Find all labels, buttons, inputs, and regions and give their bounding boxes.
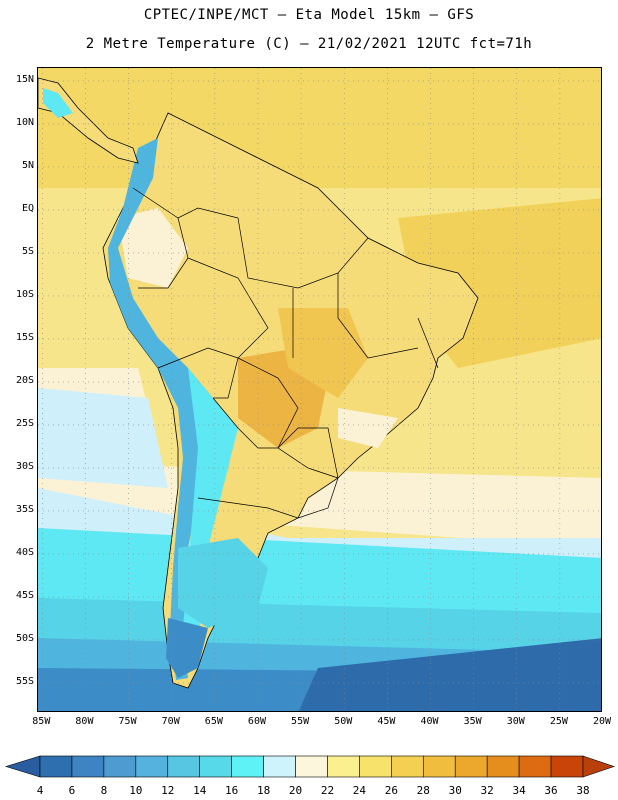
- colorbar-swatch: [199, 755, 232, 778]
- colorbar-low-arrow: [4, 755, 41, 778]
- colorbar-swatch: [359, 755, 392, 778]
- latitude-label: 20S: [15, 374, 34, 386]
- colorbar-swatch: [167, 755, 201, 778]
- graticule: [38, 68, 601, 711]
- longitude-label: 50W: [334, 716, 353, 727]
- latitude-label: 30S: [15, 460, 34, 472]
- colorbar-label: 14: [193, 784, 207, 797]
- colorbar: 4 6 8 10 12 14 16 18 20 22 24 26 28 30 32 34 36 38: [0, 748, 618, 798]
- latitude-label: 5S: [21, 245, 34, 257]
- latitude-label: 25S: [15, 417, 34, 429]
- colorbar-swatch: [422, 755, 456, 778]
- latitude-label: 40S: [15, 546, 34, 558]
- colorbar-label: 10: [129, 784, 142, 797]
- pale-east: [338, 408, 398, 448]
- colorbar-swatch: [391, 755, 424, 778]
- latitude-label: 15S: [15, 331, 34, 343]
- latitude-label: 50S: [15, 632, 34, 644]
- colorbar-label: 18: [257, 784, 270, 797]
- longitude-label: 60W: [247, 716, 266, 727]
- colorbar-swatch: [263, 755, 296, 778]
- longitude-label: 80W: [75, 716, 94, 727]
- latitude-label: EQ: [21, 202, 34, 214]
- longitude-label: 40W: [420, 716, 439, 727]
- title-line-2: 2 Metre Temperature (C) – 21/02/2021 12U…: [85, 36, 533, 52]
- latitude-label: 10S: [15, 288, 34, 300]
- latitude-label: 5N: [21, 159, 34, 171]
- latitude-label: 15N: [15, 73, 34, 85]
- colorbar-label: 24: [353, 784, 367, 797]
- title-line-1: CPTEC/INPE/MCT – Eta Model 15km – GFS: [143, 7, 475, 23]
- colorbar-label: 28: [417, 784, 430, 797]
- colorbar-swatch: [295, 755, 328, 778]
- colorbar-swatch: [518, 755, 552, 778]
- colorbar-swatch: [486, 755, 520, 778]
- patagonia-deep: [166, 618, 208, 678]
- colorbar-label: 20: [289, 784, 302, 797]
- colorbar-label: 6: [69, 784, 76, 797]
- cool-band: [38, 488, 601, 568]
- country-borders: [132, 187, 439, 519]
- deep-band: [298, 638, 601, 711]
- latitude-label: 35S: [15, 503, 34, 515]
- colorbar-label: 32: [481, 784, 494, 797]
- latitude-label: 55S: [15, 675, 34, 687]
- colorbar-swatch: [550, 755, 584, 778]
- colorbar-swatch: [135, 755, 169, 778]
- longitude-label: 25W: [549, 716, 568, 727]
- longitude-label: 45W: [377, 716, 396, 727]
- longitude-label: 55W: [291, 716, 310, 727]
- longitude-label: 75W: [118, 716, 137, 727]
- patagonia-cold: [178, 538, 268, 628]
- pale-amazon: [118, 208, 188, 288]
- cool-pacific: [38, 388, 168, 488]
- hot-band-north: [38, 68, 601, 188]
- colorbar-label: 26: [385, 784, 398, 797]
- longitude-label: 85W: [32, 716, 51, 727]
- latitude-label: 10N: [15, 116, 34, 128]
- warm-interior: [278, 308, 368, 398]
- colorbar-label: 12: [161, 784, 174, 797]
- colorbar-label: 4: [37, 784, 44, 797]
- colorbar-swatch: [454, 755, 488, 778]
- colorbar-label: 22: [321, 784, 334, 797]
- latitude-label: 45S: [15, 589, 34, 601]
- colorbar-label: 30: [449, 784, 462, 797]
- colorbar-label: 16: [225, 784, 238, 797]
- colorbar-swatch: [327, 755, 360, 778]
- longitude-label: 65W: [204, 716, 223, 727]
- central-america-cold: [43, 88, 73, 118]
- longitude-label: 70W: [161, 716, 180, 727]
- colorbar-label: 36: [544, 784, 557, 797]
- central-america-land: [38, 77, 139, 164]
- colorbar-swatch: [103, 755, 137, 778]
- colorbar-swatch: [231, 755, 264, 778]
- longitude-label: 35W: [463, 716, 482, 727]
- colorbar-label: 38: [576, 784, 589, 797]
- temperature-map: [37, 67, 602, 712]
- colorbar-swatch: [39, 755, 73, 778]
- longitude-label: 30W: [506, 716, 525, 727]
- colorbar-high-arrow: [582, 755, 615, 778]
- andes-spine: [108, 138, 213, 680]
- colorbar-label: 34: [512, 784, 526, 797]
- colorbar-label: 8: [101, 784, 108, 797]
- longitude-label: 20W: [592, 716, 612, 727]
- colorbar-swatch: [71, 755, 105, 778]
